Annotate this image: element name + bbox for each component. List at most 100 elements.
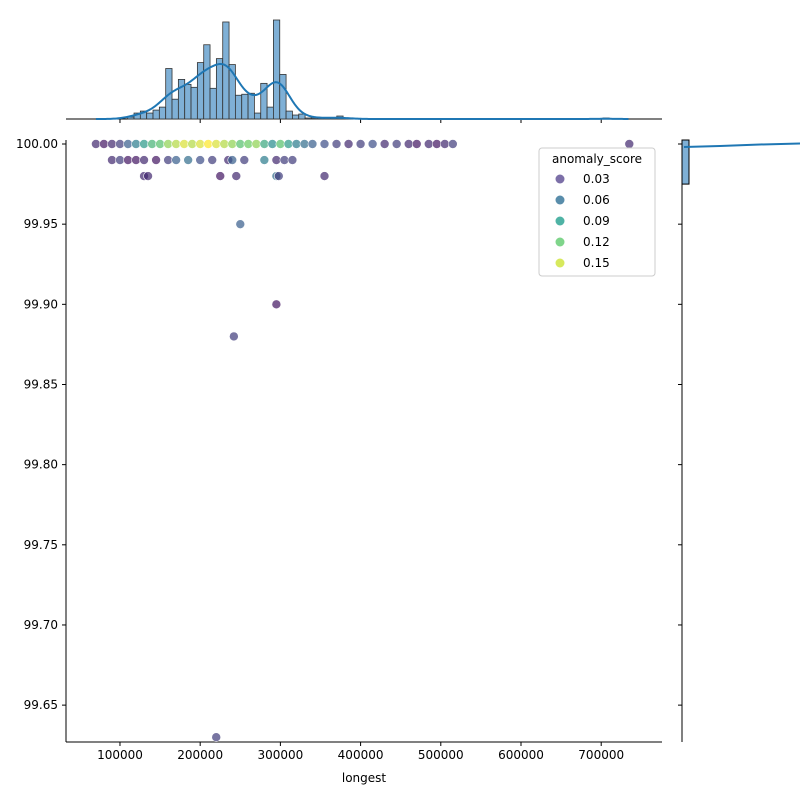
scatter-point — [91, 139, 101, 149]
scatter-point — [624, 139, 635, 149]
scatter-point — [391, 139, 402, 149]
histogram-bar — [215, 58, 224, 120]
histogram-bar — [247, 92, 255, 120]
scatter-point — [423, 139, 434, 149]
scatter-point — [259, 139, 270, 149]
legend-marker — [555, 258, 565, 268]
scatter-point — [355, 139, 366, 149]
y-tick-label: 99.80 — [24, 458, 58, 472]
scatter-point — [291, 139, 302, 149]
x-tick-label: 100000 — [97, 748, 143, 762]
histogram-bar — [152, 109, 160, 120]
y-tick-label: 99.70 — [24, 618, 58, 632]
kde-line-y — [683, 142, 800, 148]
histogram-bar — [254, 112, 262, 120]
scatter-point — [379, 139, 390, 149]
scatter-point — [411, 139, 422, 149]
legend-marker — [555, 174, 565, 184]
scatter-point — [271, 155, 282, 165]
scatter-point — [283, 139, 294, 149]
scatter-point — [319, 139, 330, 149]
scatter-point — [115, 139, 125, 149]
y-tick-label: 100.00 — [16, 137, 58, 151]
histogram-bar — [266, 106, 274, 120]
legend-label: 0.12 — [583, 235, 610, 249]
legend-label: 0.09 — [583, 214, 610, 228]
legend-marker — [555, 216, 565, 226]
histogram-bar — [184, 83, 192, 120]
scatter-point — [195, 155, 205, 165]
histogram-bar — [304, 117, 312, 120]
scatter-point — [271, 299, 282, 310]
x-tick-label: 400000 — [338, 748, 384, 762]
scatter-point — [431, 139, 442, 149]
scatter-point — [187, 139, 197, 149]
scatter-point — [331, 139, 342, 149]
scatter-point — [107, 155, 117, 165]
y-tick-label: 99.65 — [24, 698, 58, 712]
scatter-point — [163, 155, 173, 165]
scatter-point — [211, 732, 222, 742]
histogram-bar — [241, 93, 249, 120]
legend-label: 0.06 — [583, 193, 610, 207]
scatter-point — [171, 155, 181, 165]
scatter-point — [231, 171, 242, 181]
scatter-point — [179, 139, 189, 149]
x-tick-label: 500000 — [418, 748, 464, 762]
scatter-point — [279, 155, 290, 165]
y-tick-label: 99.75 — [24, 538, 58, 552]
x-tick-label: 300000 — [257, 748, 303, 762]
scatter-point — [243, 139, 254, 149]
scatter-point — [227, 155, 238, 165]
scatter-point — [235, 219, 246, 229]
histogram-bar — [190, 86, 198, 120]
kde-line-x — [95, 62, 629, 120]
scatter-point — [251, 139, 262, 149]
scatter-point — [403, 139, 414, 149]
legend-label: 0.03 — [583, 172, 610, 186]
scatter-point — [275, 139, 286, 149]
scatter-point — [123, 139, 133, 149]
histogram-bar — [298, 113, 306, 120]
top-marginal-histogram — [66, 19, 662, 123]
scatter-point — [448, 139, 458, 149]
scatter-point — [343, 139, 354, 149]
histogram-bar — [228, 64, 236, 120]
scatter-point — [319, 171, 330, 181]
scatter-point — [235, 139, 246, 149]
histogram-bar — [285, 110, 293, 120]
legend-marker — [555, 237, 565, 247]
scatter-point — [163, 139, 173, 149]
legend-marker — [555, 195, 565, 205]
scatter-point — [147, 139, 157, 149]
scatter-point — [207, 155, 218, 165]
scatter-point — [131, 155, 141, 165]
x-tick-label: 700000 — [578, 748, 624, 762]
x-axis-label: longest — [342, 771, 387, 785]
scatter-point — [227, 139, 238, 149]
scatter-point — [211, 139, 222, 149]
histogram-bar — [681, 139, 690, 185]
histogram-bar — [171, 98, 179, 120]
scatter-point — [139, 139, 149, 149]
y-tick-label: 99.90 — [24, 297, 58, 311]
histogram-bar — [234, 94, 243, 120]
legend-box — [538, 147, 656, 277]
scatter-point — [219, 139, 230, 149]
scatter-point — [299, 139, 310, 149]
scatter-point — [123, 155, 133, 165]
scatter-point — [171, 139, 181, 149]
scatter-point — [287, 155, 298, 165]
scatter-point — [215, 171, 226, 181]
scatter-point — [107, 139, 117, 149]
histogram-bar — [279, 74, 287, 120]
scatter-point — [239, 155, 250, 165]
legend: anomaly_score 0.03 0.06 0.09 0.12 0.15 — [538, 147, 656, 277]
legend-label: 0.15 — [583, 256, 610, 270]
scatter-point — [155, 139, 165, 149]
scatter-point — [259, 155, 270, 165]
scatter-point — [183, 155, 193, 165]
x-tick-label: 200000 — [177, 748, 223, 762]
